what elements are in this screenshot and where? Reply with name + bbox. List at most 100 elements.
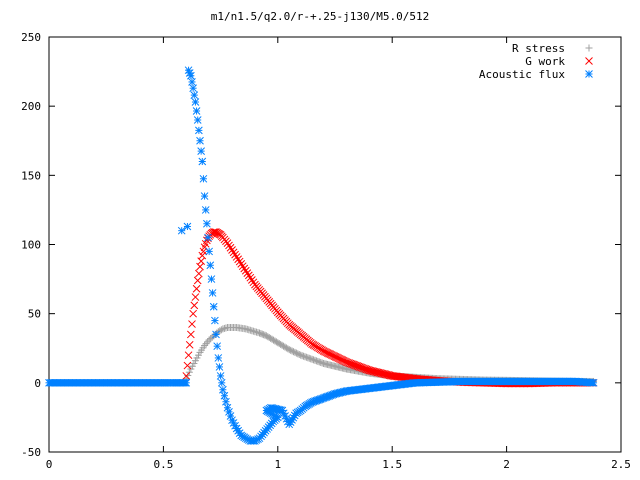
point-g-work: [190, 301, 199, 310]
point-r-stress: [270, 336, 278, 344]
point-acoustic-flux: [203, 219, 211, 228]
x-tick-label: 1: [274, 458, 281, 471]
point-g-work: [182, 372, 191, 380]
point-g-work: [184, 351, 193, 360]
point-acoustic-flux: [205, 247, 214, 256]
point-acoustic-flux: [195, 126, 203, 135]
point-r-stress: [275, 340, 283, 348]
legend-label: R stress: [512, 42, 565, 55]
point-acoustic-flux: [222, 397, 230, 406]
point-r-stress: [202, 340, 210, 348]
point-g-work: [195, 269, 203, 278]
point-r-stress: [317, 358, 325, 366]
point-g-work: [244, 271, 253, 280]
point-g-work: [241, 266, 250, 275]
point-g-work: [183, 361, 192, 370]
point-acoustic-flux: [198, 157, 207, 166]
point-acoustic-flux: [201, 206, 210, 214]
point-g-work: [188, 320, 196, 328]
point-g-work: [350, 361, 359, 369]
point-acoustic-flux: [211, 316, 219, 325]
point-r-stress: [294, 350, 302, 358]
point-r-stress: [285, 346, 293, 354]
point-g-work: [352, 361, 360, 370]
point-g-work: [342, 358, 351, 366]
legend-label: G work: [525, 55, 565, 68]
point-acoustic-flux: [219, 385, 227, 394]
point-g-work: [240, 264, 249, 273]
legend-label: Acoustic flux: [479, 68, 565, 81]
y-axis: 250 200 150 100 50 0 -50: [21, 31, 621, 459]
point-g-work: [347, 360, 356, 368]
legend-marker-acoustic-flux: [585, 70, 593, 78]
point-g-work: [354, 362, 363, 371]
point-g-work: [349, 360, 358, 369]
point-g-work: [193, 276, 202, 285]
point-g-work: [235, 257, 244, 266]
point-r-stress: [217, 326, 225, 334]
chart-title: m1/n1.5/q2.0/r-+.25-j130/M5.0/512: [211, 10, 430, 23]
point-g-work: [232, 253, 241, 261]
point-acoustic-flux: [200, 192, 209, 200]
point-g-work: [357, 363, 366, 372]
point-acoustic-flux: [183, 222, 192, 231]
point-acoustic-flux: [196, 136, 204, 145]
point-r-stress: [267, 334, 275, 342]
point-acoustic-flux: [207, 275, 216, 283]
point-acoustic-flux: [187, 71, 195, 80]
point-acoustic-flux: [177, 226, 186, 235]
point-acoustic-flux: [189, 84, 197, 93]
point-acoustic-flux: [190, 91, 199, 99]
point-r-stress: [292, 349, 300, 357]
point-r-stress: [288, 347, 296, 355]
y-tick-label: 200: [21, 100, 41, 113]
x-tick-label: 1.5: [382, 458, 402, 471]
point-r-stress: [281, 343, 289, 351]
point-r-stress: [265, 334, 273, 342]
point-acoustic-flux: [193, 116, 202, 124]
point-r-stress: [312, 357, 320, 365]
point-g-work: [228, 246, 236, 254]
point-g-work: [361, 365, 370, 373]
point-g-work: [360, 364, 368, 373]
x-tick-label: 0.5: [153, 458, 173, 471]
point-r-stress: [278, 341, 286, 349]
point-r-stress: [268, 335, 276, 343]
point-r-stress: [271, 337, 279, 345]
point-r-stress: [300, 352, 308, 360]
point-r-stress: [302, 353, 310, 361]
point-g-work: [231, 250, 239, 259]
point-acoustic-flux: [589, 378, 598, 387]
point-r-stress: [297, 351, 305, 359]
point-r-stress: [262, 332, 270, 340]
point-acoustic-flux: [192, 107, 201, 115]
point-acoustic-flux: [182, 378, 191, 387]
point-acoustic-flux: [199, 174, 208, 183]
point-acoustic-flux: [215, 363, 224, 371]
point-r-stress: [301, 353, 309, 361]
point-r-stress: [264, 333, 272, 341]
point-g-work: [346, 359, 355, 368]
point-r-stress: [282, 344, 290, 352]
point-g-work: [234, 255, 242, 264]
point-acoustic-flux: [213, 342, 222, 351]
point-r-stress: [204, 338, 212, 346]
legend-marker-g-work: [585, 57, 593, 65]
point-acoustic-flux: [208, 289, 217, 297]
legend-marker-r-stress: [585, 44, 593, 52]
point-g-work: [191, 293, 200, 301]
point-g-work: [353, 362, 362, 370]
point-g-work: [189, 309, 197, 318]
y-tick-label: 250: [21, 31, 41, 44]
point-acoustic-flux: [209, 302, 218, 311]
point-g-work: [249, 278, 258, 287]
point-g-work: [187, 330, 195, 339]
point-g-work: [238, 262, 247, 271]
point-g-work: [192, 284, 201, 293]
x-tick-label: 2.5: [611, 458, 631, 471]
point-r-stress: [287, 346, 295, 354]
point-g-work: [345, 359, 353, 367]
point-r-stress: [290, 348, 298, 356]
